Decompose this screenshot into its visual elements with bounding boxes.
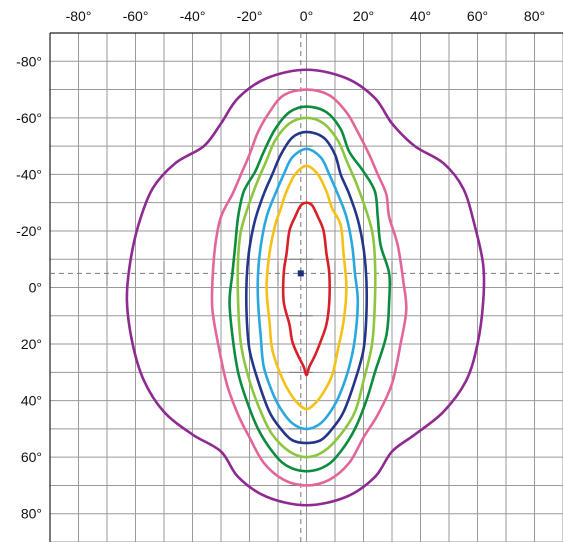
x-tick-label: 60°: [467, 8, 488, 24]
y-tick-label: 60°: [21, 449, 42, 465]
series-contour-4: [236, 116, 377, 459]
x-tick-label: 20°: [353, 8, 374, 24]
x-tick-labels: -80° -60° -40° -20° 0° 20° 40° 60° 80°: [66, 8, 546, 24]
series-contour-7: [265, 164, 348, 411]
series-contour-1: [125, 68, 486, 507]
series-contour-3: [228, 105, 392, 473]
x-tick-label: -40°: [180, 8, 206, 24]
y-tick-label: 40°: [21, 393, 42, 409]
y-tick-label: 0°: [29, 280, 42, 296]
x-tick-label: 80°: [524, 8, 545, 24]
series-contour-6: [256, 147, 360, 431]
series-contour-8: [281, 201, 331, 377]
y-tick-label: -40°: [16, 166, 42, 182]
y-tick-label: 80°: [21, 506, 42, 522]
x-tick-label: -20°: [237, 8, 263, 24]
x-tick-label: 0°: [300, 8, 313, 24]
y-tick-label: -60°: [16, 110, 42, 126]
y-tick-label: -20°: [16, 223, 42, 239]
series-contour-2: [210, 88, 408, 487]
series-contour-5: [244, 130, 369, 445]
plot-frame: [49, 32, 563, 542]
y-tick-label: 20°: [21, 336, 42, 352]
y-tick-label: -80°: [16, 53, 42, 69]
x-tick-label: -60°: [123, 8, 149, 24]
center-marker: [297, 270, 304, 277]
x-tick-label: -80°: [66, 8, 92, 24]
center-marker-group: [297, 270, 304, 277]
x-tick-label: 40°: [410, 8, 431, 24]
y-tick-labels: -80° -60° -40° -20° 0° 20° 40° 60° 80°: [16, 53, 42, 521]
contour-series: [125, 68, 486, 507]
